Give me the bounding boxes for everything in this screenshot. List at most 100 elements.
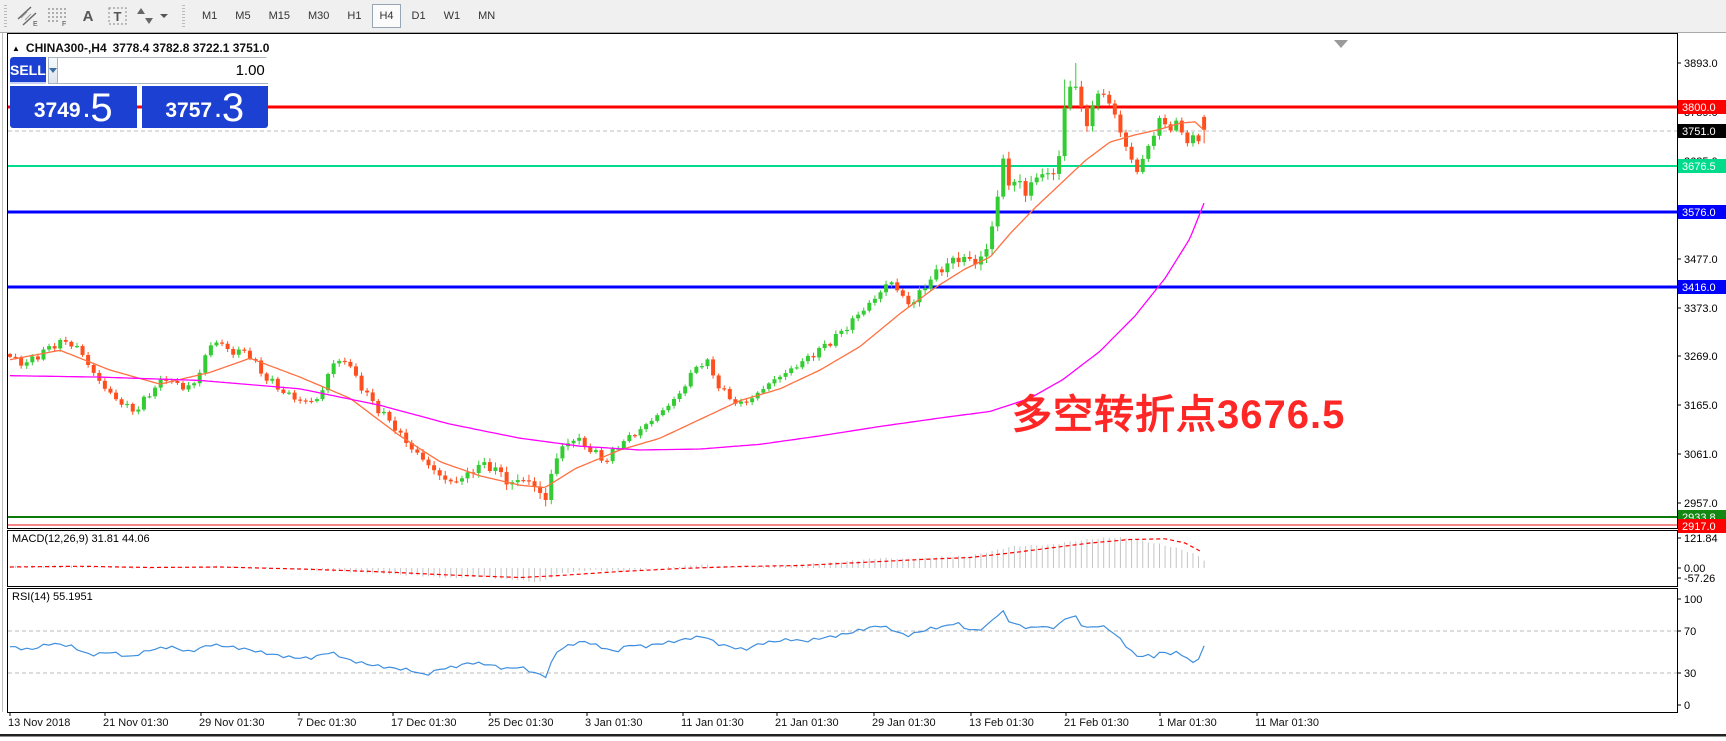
volume-input[interactable]	[57, 57, 268, 84]
price-badge: 3751.0	[1678, 124, 1726, 138]
date-label: 11 Mar 01:30	[1255, 717, 1319, 729]
collapse-triangle-icon[interactable]: ▲	[12, 43, 20, 53]
svg-text:3373.0: 3373.0	[1684, 303, 1718, 315]
one-click-trade-panel: SELL BUY 3749 . 5 3757 . 3	[10, 57, 268, 128]
symbol-period-label: CHINA300-,H4	[25, 41, 107, 55]
slow-ma-line	[10, 202, 1205, 451]
text-label-icon: T	[108, 7, 127, 25]
equidistant-channel-icon: E	[17, 6, 38, 28]
svg-text:3477.0: 3477.0	[1684, 254, 1718, 266]
date-label: 3 Jan 01:30	[585, 717, 643, 729]
date-label: 29 Jan 01:30	[872, 717, 936, 729]
svg-text:121.84: 121.84	[1684, 533, 1718, 545]
sell-price[interactable]: 3749 . 5	[10, 86, 137, 128]
horizontal-level-lines[interactable]	[8, 105, 1677, 526]
svg-text:2917.0: 2917.0	[1682, 521, 1716, 533]
rsi-pane: 100 70 30 0	[8, 594, 1702, 712]
svg-text:30: 30	[1684, 668, 1696, 680]
date-label: 17 Dec 01:30	[391, 717, 456, 729]
ohlc-readout: 3778.4 3782.8 3722.1 3751.0	[112, 41, 270, 55]
sell-button[interactable]: SELL	[10, 57, 46, 84]
price-badges: 3800.03751.03676.53576.03416.02933.82917…	[1678, 100, 1726, 533]
moving-average-lines	[9, 121, 1205, 489]
timeframe-MN-button[interactable]: MN	[478, 10, 496, 22]
svg-text:70: 70	[1684, 626, 1696, 638]
svg-text:3165.0: 3165.0	[1684, 400, 1718, 412]
svg-text:3576.0: 3576.0	[1682, 207, 1716, 219]
macd-signal-line	[9, 538, 1201, 579]
toolbar-drag-handle[interactable]	[4, 5, 9, 27]
svg-text:3269.0: 3269.0	[1684, 351, 1718, 363]
sell-price-dot: .	[83, 99, 90, 122]
buy-price-big-digit: 3	[221, 86, 245, 131]
date-label: 21 Jan 01:30	[775, 717, 839, 729]
timeframe-drag-handle[interactable]	[182, 5, 187, 27]
sell-price-int: 3749	[33, 99, 81, 122]
toolbar: E F A T M1 M5 M15 M30 H1 H4 D1 W1 MN	[0, 0, 1726, 33]
spinner-down-icon	[48, 68, 57, 73]
timeframe-M1-button[interactable]: M1	[202, 10, 218, 22]
price-badge: 2917.0	[1678, 519, 1726, 533]
time-axis[interactable]: 13 Nov 2018 21 Nov 01:30 29 Nov 01:30 7 Dec…	[8, 712, 1319, 729]
timeframe-M5-button[interactable]: M5	[235, 10, 251, 22]
svg-text:E: E	[33, 21, 38, 28]
chart-shift-marker-icon[interactable]	[1334, 40, 1348, 48]
fibonacci-retracement-tool-button[interactable]: F	[43, 3, 73, 29]
svg-text:3416.0: 3416.0	[1682, 282, 1716, 294]
chart-title: ▲ CHINA300-,H4 3778.4 3782.8 3722.1 3751…	[12, 41, 269, 55]
price-badge: 3800.0	[1678, 100, 1726, 114]
rsi-label: RSI(14) 55.1951	[12, 591, 93, 603]
svg-text:A: A	[83, 8, 94, 25]
buy-price-int: 3757	[165, 99, 213, 122]
svg-text:100: 100	[1684, 594, 1702, 606]
date-label: 21 Nov 01:30	[103, 717, 168, 729]
svg-text:3676.5: 3676.5	[1682, 161, 1716, 173]
buy-price-dot: .	[215, 99, 221, 122]
date-label: 1 Mar 01:30	[1158, 717, 1217, 729]
equidistant-channel-tool-button[interactable]: E	[13, 3, 43, 29]
macd-label: MACD(12,26,9) 31.81 44.06	[12, 533, 150, 545]
date-label: 25 Dec 01:30	[488, 717, 553, 729]
svg-text:3893.0: 3893.0	[1684, 58, 1718, 70]
panel-frames	[0, 33, 1726, 737]
date-label: 21 Feb 01:30	[1064, 717, 1129, 729]
candlesticks	[8, 63, 1207, 507]
price-badge: 3416.0	[1678, 280, 1726, 294]
date-label: 7 Dec 01:30	[297, 717, 356, 729]
svg-text:3751.0: 3751.0	[1682, 126, 1716, 138]
volume-decrease-button[interactable]	[47, 57, 58, 84]
timeframe-H4-button[interactable]: H4	[372, 4, 401, 28]
text-icon: A	[83, 8, 94, 25]
svg-text:3800.0: 3800.0	[1682, 102, 1716, 114]
timeframe-strip: M1 M5 M15 M30 H1 H4 D1 W1 MN	[193, 4, 504, 28]
svg-text:T: T	[114, 9, 122, 24]
timeframe-H1-button[interactable]: H1	[347, 10, 362, 22]
timeframe-M15-button[interactable]: M15	[268, 10, 290, 22]
date-label: 29 Nov 01:30	[199, 717, 264, 729]
fibonacci-retracement-icon: F	[48, 8, 66, 28]
text-label-tool-button[interactable]: T	[103, 3, 133, 29]
date-label: 13 Nov 2018	[8, 717, 70, 729]
price-badge: 3576.0	[1678, 205, 1726, 219]
svg-text:F: F	[62, 21, 66, 28]
text-tool-button[interactable]: A	[73, 3, 103, 29]
turning-point-annotation: 多空转折点3676.5	[1012, 393, 1346, 437]
timeframe-W1-button[interactable]: W1	[443, 10, 461, 22]
fast-ma-line	[9, 121, 1205, 489]
svg-text:2957.0: 2957.0	[1684, 498, 1718, 510]
date-label: 11 Jan 01:30	[681, 717, 744, 729]
price-badge: 3676.5	[1678, 159, 1726, 173]
date-label: 13 Feb 01:30	[969, 717, 1034, 729]
rsi-line	[10, 609, 1205, 679]
arrows-tool-button[interactable]	[133, 3, 168, 29]
timeframe-M30-button[interactable]: M30	[307, 10, 330, 22]
svg-text:-57.26: -57.26	[1684, 573, 1715, 585]
sell-price-big-digit: 5	[90, 86, 113, 131]
svg-text:0: 0	[1684, 700, 1690, 712]
buy-price[interactable]: 3757 . 3	[141, 86, 268, 131]
svg-text:3061.0: 3061.0	[1684, 449, 1718, 461]
svg-text:0.00: 0.00	[1684, 563, 1705, 575]
timeframe-D1-button[interactable]: D1	[411, 10, 426, 22]
arrows-dropdown-caret-icon[interactable]	[160, 14, 168, 18]
